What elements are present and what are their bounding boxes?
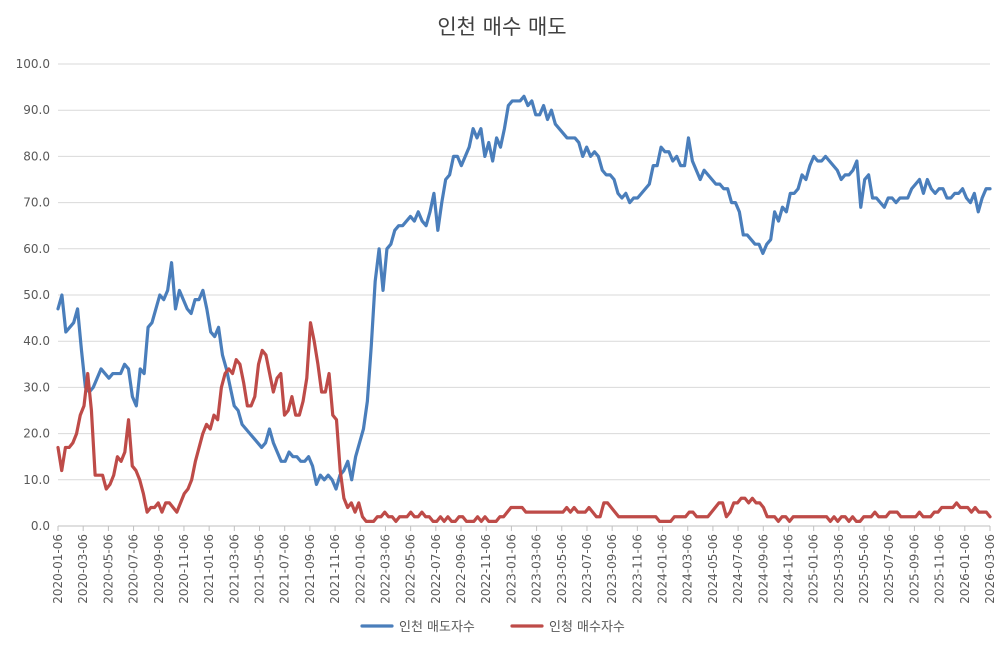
x-tick-label: 2020-05-06	[101, 534, 115, 604]
x-tick-label: 2022-07-06	[429, 534, 443, 604]
chart-title: 인천 매수 매도	[437, 15, 566, 39]
y-axis: 0.0 10.0 20.0 30.0 40.0 50.0 60.0 70.0 80.0 90.0 1…	[16, 57, 50, 533]
series-line-1	[56, 94, 992, 491]
x-axis: 2020-01-06 2020-03-06 2020-05-06 2020-07-06…	[51, 526, 997, 604]
x-tick-label: 2024-11-06	[781, 534, 795, 604]
x-tick-label: 2025-09-06	[907, 534, 921, 604]
y-tick-label: 0.0	[31, 519, 50, 533]
series-lines	[56, 94, 992, 523]
x-tick-label: 2026-03-06	[983, 534, 997, 604]
y-tick-label: 60.0	[23, 242, 50, 256]
x-tick-label: 2022-03-06	[378, 534, 392, 604]
x-tick-label: 2026-01-06	[958, 534, 972, 604]
y-tick-label: 70.0	[23, 196, 50, 210]
series-line-2	[56, 321, 992, 523]
x-tick-label: 2021-01-06	[202, 534, 216, 604]
x-tick-label: 2023-09-06	[605, 534, 619, 604]
x-tick-label: 2021-11-06	[328, 534, 342, 604]
x-tick-label: 2021-05-06	[253, 534, 267, 604]
x-tick-label: 2023-11-06	[630, 534, 644, 604]
x-tick-label: 2022-01-06	[353, 534, 367, 604]
y-tick-label: 30.0	[23, 380, 50, 394]
x-tick-label: 2020-11-06	[177, 534, 191, 604]
legend-label: 인청 매수자수	[549, 620, 625, 635]
x-tick-label: 2025-01-06	[807, 534, 821, 604]
x-tick-label: 2021-09-06	[303, 534, 317, 604]
x-tick-label: 2021-03-06	[227, 534, 241, 604]
x-tick-label: 2022-09-06	[454, 534, 468, 604]
x-tick-label: 2023-01-06	[504, 534, 518, 604]
x-tick-label: 2023-03-06	[530, 534, 544, 604]
x-tick-label: 2025-11-06	[933, 534, 947, 604]
x-tick-label: 2022-05-06	[404, 534, 418, 604]
x-tick-label: 2020-03-06	[76, 534, 90, 604]
y-tick-label: 50.0	[23, 288, 50, 302]
x-tick-label: 2022-11-06	[479, 534, 493, 604]
x-tick-label: 2024-03-06	[681, 534, 695, 604]
x-tick-label: 2020-09-06	[152, 534, 166, 604]
y-tick-label: 20.0	[23, 427, 50, 441]
y-tick-label: 100.0	[16, 57, 50, 71]
x-tick-label: 2023-05-06	[555, 534, 569, 604]
x-tick-label: 2024-01-06	[656, 534, 670, 604]
y-tick-label: 90.0	[23, 103, 50, 117]
x-tick-label: 2020-01-06	[51, 534, 65, 604]
x-tick-label: 2023-07-06	[580, 534, 594, 604]
x-tick-label: 2024-05-06	[706, 534, 720, 604]
gridlines	[58, 63, 990, 527]
y-tick-label: 10.0	[23, 473, 50, 487]
legend-label: 인천 매도자수	[399, 620, 475, 635]
legend: 인천 매도자수 인청 매수자수	[360, 620, 625, 635]
x-tick-label: 2025-03-06	[832, 534, 846, 604]
x-tick-label: 2025-07-06	[882, 534, 896, 604]
x-tick-label: 2024-07-06	[731, 534, 745, 604]
x-tick-label: 2021-07-06	[278, 534, 292, 604]
y-tick-label: 80.0	[23, 149, 50, 163]
x-tick-label: 2020-07-06	[127, 534, 141, 604]
y-tick-label: 40.0	[23, 334, 50, 348]
x-tick-label: 2025-05-06	[857, 534, 871, 604]
x-tick-label: 2024-09-06	[756, 534, 770, 604]
